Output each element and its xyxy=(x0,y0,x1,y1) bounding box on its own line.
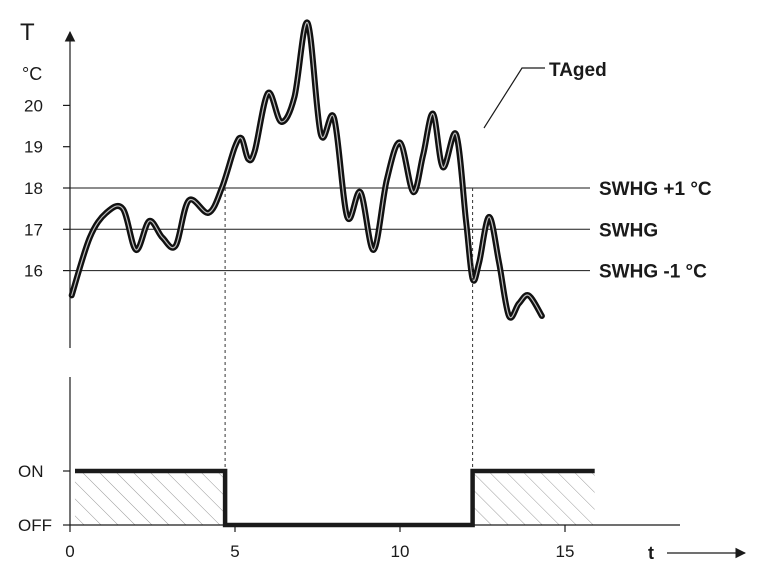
temperature-tick-label: 17 xyxy=(24,220,43,239)
temperature-tick-label: 19 xyxy=(24,138,43,157)
taged-series-label: TAged xyxy=(549,60,607,81)
temperature-unit-label: °C xyxy=(22,64,42,84)
time-axis-title: t xyxy=(648,543,654,563)
on-state-hatch xyxy=(74,471,226,525)
time-tick-label: 0 xyxy=(65,542,74,561)
threshold-label: SWHG xyxy=(599,220,658,241)
state-on-label: ON xyxy=(18,462,44,481)
taged-series xyxy=(68,19,545,321)
temperature-tick-label: 16 xyxy=(24,262,43,281)
on-state-hatching xyxy=(74,471,595,525)
state-off-label: OFF xyxy=(18,516,52,535)
threshold-label: SWHG -1 °C xyxy=(599,262,707,283)
time-tick-marks: 0 5 10 15 xyxy=(65,525,574,561)
taged-callout-line xyxy=(483,67,545,129)
temperature-tick-labels: 16 17 18 19 20 xyxy=(24,96,70,281)
temperature-panel: T °C 16 17 18 19 20 SWHG +1 °C SWHG SWHG -1 °C… xyxy=(20,19,712,348)
on-state-hatch xyxy=(472,471,595,525)
time-axis: 0 5 10 15 t xyxy=(65,524,747,563)
threshold-lines: SWHG +1 °C SWHG SWHG -1 °C xyxy=(70,179,712,283)
time-tick-label: 5 xyxy=(230,542,239,561)
switch-guide-lines xyxy=(224,188,474,525)
temperature-tick-label: 20 xyxy=(24,96,43,115)
time-tick-label: 10 xyxy=(391,542,410,561)
taged-curve-highlight xyxy=(71,22,543,319)
threshold-label: SWHG +1 °C xyxy=(599,179,712,200)
temperature-tick-label: 18 xyxy=(24,179,43,198)
state-panel: ON OFF xyxy=(18,377,595,535)
time-tick-label: 15 xyxy=(556,542,575,561)
temperature-axis-title: T xyxy=(20,19,35,46)
